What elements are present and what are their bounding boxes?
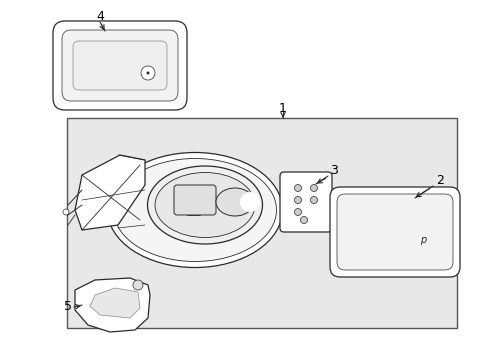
- Text: 1: 1: [279, 102, 286, 114]
- FancyBboxPatch shape: [73, 41, 167, 90]
- Text: 2: 2: [435, 174, 443, 186]
- Circle shape: [294, 208, 301, 216]
- Polygon shape: [75, 278, 150, 332]
- FancyBboxPatch shape: [280, 172, 331, 232]
- Circle shape: [294, 184, 301, 192]
- Ellipse shape: [107, 153, 282, 267]
- Ellipse shape: [113, 158, 276, 261]
- Polygon shape: [75, 155, 145, 230]
- Text: 3: 3: [329, 163, 337, 176]
- Circle shape: [146, 72, 149, 75]
- Circle shape: [310, 197, 317, 203]
- FancyBboxPatch shape: [336, 194, 452, 270]
- Circle shape: [141, 66, 155, 80]
- FancyBboxPatch shape: [329, 187, 459, 277]
- Bar: [67, 118, 456, 328]
- Text: p: p: [419, 235, 425, 245]
- Circle shape: [300, 216, 307, 224]
- Text: 5: 5: [64, 301, 72, 314]
- Circle shape: [133, 280, 142, 290]
- Circle shape: [63, 209, 69, 215]
- Polygon shape: [90, 288, 140, 318]
- Circle shape: [294, 197, 301, 203]
- Text: 4: 4: [96, 10, 104, 23]
- FancyBboxPatch shape: [62, 30, 178, 101]
- FancyBboxPatch shape: [174, 185, 216, 215]
- Ellipse shape: [147, 166, 262, 244]
- Ellipse shape: [240, 192, 260, 212]
- Circle shape: [310, 184, 317, 192]
- FancyBboxPatch shape: [53, 21, 186, 110]
- Ellipse shape: [155, 172, 254, 238]
- Ellipse shape: [216, 188, 253, 216]
